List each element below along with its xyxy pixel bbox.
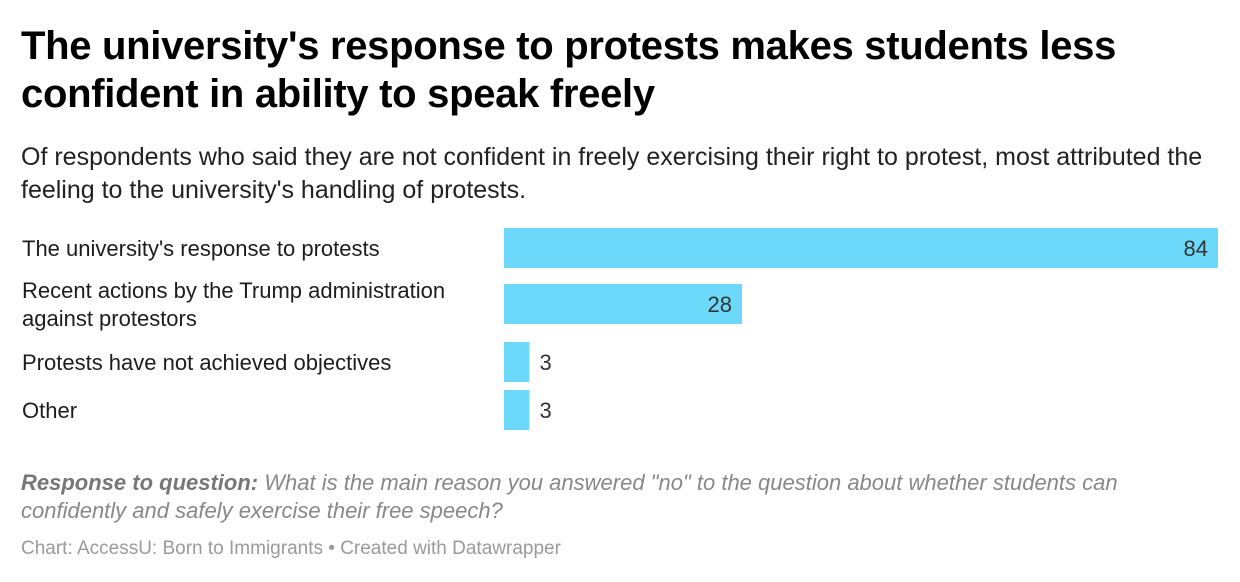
category-label-0: The university's response to protests <box>22 236 380 261</box>
chart-note: Response to question: What is the main r… <box>21 469 1221 525</box>
chart-title: The university's response to protests ma… <box>21 24 1117 116</box>
bar-1 <box>504 284 742 324</box>
value-label-2: 3 <box>540 350 552 375</box>
category-label-3: Other <box>22 398 77 423</box>
bar-2 <box>504 342 530 382</box>
bar-0 <box>504 228 1218 268</box>
category-label-2: Protests have not achieved objectives <box>22 350 391 375</box>
value-label-3: 3 <box>540 398 552 423</box>
value-label-0: 84 <box>1184 236 1208 261</box>
value-label-1: 28 <box>708 292 732 317</box>
chart-byline: Chart: AccessU: Born to Immigrants • Cre… <box>21 538 561 559</box>
category-label-1-line-0: Recent actions by the Trump administrati… <box>22 278 445 303</box>
bar-chart: The university's response to protests 84 R… <box>22 228 1218 430</box>
chart-subtitle: Of respondents who said they are not con… <box>21 143 1203 204</box>
category-label-1-line-1: against protestors <box>22 306 197 331</box>
bar-3 <box>504 390 530 430</box>
note-label: Response to question: <box>21 470 259 495</box>
note-text: What is the main reason you answered "no… <box>21 470 1118 523</box>
